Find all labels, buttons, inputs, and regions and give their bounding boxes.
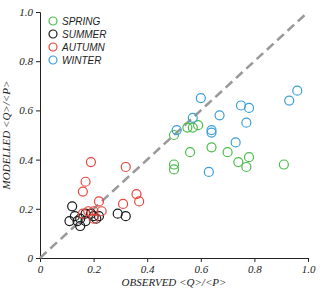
series: [172, 86, 302, 176]
series: [170, 121, 289, 174]
y-axis-tick: 1.0: [19, 6, 40, 18]
x-axis-tick: 1.0: [302, 258, 316, 275]
x-axis-tick-mark: [254, 258, 255, 262]
series: [78, 158, 143, 224]
legend-item: WINTER: [49, 55, 101, 66]
x-axis-tick-mark: [308, 258, 309, 262]
marks: [40, 12, 308, 258]
x-axis-line: [41, 259, 309, 263]
legend-label: AUTUMN: [61, 42, 106, 53]
x-axis: 0 0.2 0.4 0.6 0.8 1.0: [38, 258, 316, 275]
reference-line: [40, 12, 308, 258]
y-axis-title: MODELLED <Q>/<P>: [0, 81, 12, 191]
point: [78, 209, 87, 218]
point: [86, 158, 95, 167]
x-axis-tick-mark: [94, 258, 95, 262]
y-axis-tick-mark: [36, 110, 40, 111]
point: [242, 162, 251, 171]
y-axis-tick-mark: [36, 209, 40, 210]
x-axis-tick: 0: [38, 258, 44, 275]
legend-item: SPRING: [49, 16, 101, 27]
point: [207, 143, 216, 152]
point: [121, 212, 130, 221]
x-axis-tick-mark: [147, 258, 148, 262]
point: [94, 197, 103, 206]
point: [172, 126, 181, 135]
point: [119, 199, 128, 208]
legend-symbol: [49, 43, 57, 51]
legend-label: SPRING: [62, 16, 101, 27]
legend-item: AUTUMN: [49, 42, 106, 53]
x-axis-tick-label: 0: [38, 263, 44, 275]
point: [215, 111, 224, 120]
legend-label: SUMMER: [62, 29, 106, 40]
y-axis-tick: 0.2: [19, 203, 40, 215]
point: [207, 126, 216, 135]
point: [186, 148, 195, 157]
legend-symbol: [49, 56, 57, 64]
y-axis: 0 0.2 0.4 0.6 0.8 1.0: [19, 6, 40, 264]
point: [242, 118, 251, 127]
point: [97, 207, 106, 216]
point: [188, 123, 197, 132]
y-axis-line: [36, 13, 41, 259]
y-axis-tick: 0.6: [19, 104, 40, 116]
x-axis-title: OBSERVED <Q>/<P>: [122, 276, 227, 288]
point: [231, 138, 240, 147]
y-axis-tick-mark: [36, 12, 40, 13]
point: [81, 177, 90, 186]
y-axis-tick-label: 0.8: [19, 55, 33, 67]
y-axis-tick-label: 0.6: [19, 104, 33, 116]
legend-symbol: [49, 17, 57, 25]
x-axis-tick-mark: [201, 258, 202, 262]
point: [204, 167, 213, 176]
x-axis-tick-label: 1.0: [302, 263, 316, 275]
y-axis-tick: 0.8: [19, 55, 40, 67]
point: [78, 187, 87, 196]
y-axis-tick: 0.4: [19, 154, 40, 166]
y-axis-tick: 0: [28, 252, 41, 264]
plot: 0 0.2 0.4 0.6 0.8 1.0 0 0.2 0.4 0.6 0.8 1.0 SPRING SU…: [19, 6, 316, 275]
y-axis-tick-label: 0.4: [19, 154, 33, 166]
point: [135, 197, 144, 206]
y-axis-tick-mark: [36, 258, 40, 259]
chart: 0 0.2 0.4 0.6 0.8 1.0 0 0.2 0.4 0.6 0.8 1.0 SPRING SU…: [0, 0, 323, 290]
legend-label: WINTER: [62, 55, 101, 66]
point: [188, 113, 197, 122]
point: [279, 160, 288, 169]
x-axis-tick-label: 0.8: [248, 263, 262, 275]
x-axis-tick: 0.2: [87, 258, 101, 275]
legend: SPRING SUMMER AUTUMN WINTER: [49, 16, 106, 66]
y-axis-tick-label: 0: [28, 252, 34, 264]
point: [245, 153, 254, 162]
x-axis-tick: 0.6: [194, 258, 208, 275]
legend-item: SUMMER: [49, 29, 106, 40]
point: [170, 165, 179, 174]
point: [183, 123, 192, 132]
x-axis-tick-label: 0.6: [194, 263, 208, 275]
point: [285, 96, 294, 105]
x-axis-tick-label: 0.2: [87, 263, 101, 275]
y-axis-tick-mark: [36, 160, 40, 161]
y-axis-tick-mark: [36, 61, 40, 62]
point: [234, 158, 243, 167]
point: [245, 103, 254, 112]
x-axis-tick-label: 0.4: [141, 263, 155, 275]
point: [121, 162, 130, 171]
point: [223, 148, 232, 157]
x-axis-tick: 0.8: [248, 258, 262, 275]
y-axis-tick-label: 1.0: [19, 6, 33, 18]
point: [68, 202, 77, 211]
x-axis-tick: 0.4: [141, 258, 155, 275]
point: [293, 86, 302, 95]
legend-symbol: [49, 30, 57, 38]
point: [89, 214, 98, 223]
point: [196, 94, 205, 103]
y-axis-tick-label: 0.2: [19, 203, 33, 215]
